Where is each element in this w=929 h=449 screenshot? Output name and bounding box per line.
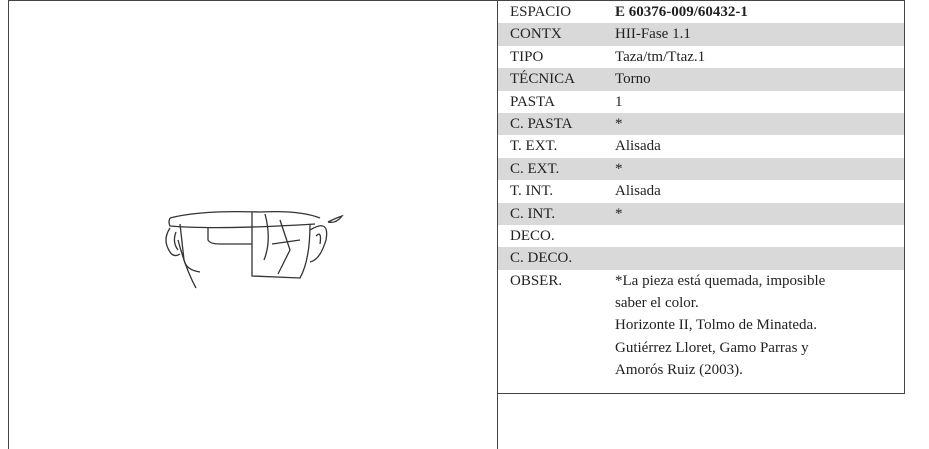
table-row: T. EXT. Alisada — [498, 135, 904, 157]
observation-line: Amorós Ruiz (2003). — [615, 362, 743, 379]
field-label: ESPACIO — [510, 4, 572, 20]
field-label: C. INT. — [510, 205, 556, 222]
table-row: DECO. — [498, 225, 904, 247]
divider — [497, 0, 498, 449]
field-value: Alisada — [615, 138, 661, 155]
observation-line: Horizonte II, Tolmo de Minateda. — [615, 317, 817, 334]
table-row: Amorós Ruiz (2003). — [498, 359, 904, 381]
table-row: TÉCNICA Torno — [498, 68, 904, 91]
table-row: Gutiérrez Lloret, Gamo Parras y — [498, 337, 904, 359]
field-value: * — [615, 115, 623, 132]
frame — [8, 0, 905, 449]
field-value: * — [615, 160, 623, 177]
field-label: T. INT. — [510, 183, 554, 200]
field-label: C. DECO. — [510, 250, 573, 267]
observation-line: *La pieza está quemada, imposible — [615, 272, 826, 289]
table-row: Horizonte II, Tolmo de Minateda. — [498, 314, 904, 336]
table-row: CONTX HII-Fase 1.1 — [498, 23, 904, 46]
table-row: C. EXT. * — [498, 157, 904, 181]
table-row: C. INT. * — [498, 202, 904, 225]
field-value: E 60376-009/60432-1 — [615, 4, 748, 20]
field-label: OBSER. — [510, 272, 563, 289]
field-label: T. EXT. — [510, 138, 558, 155]
field-label: C. EXT. — [510, 160, 560, 177]
field-label: PASTA — [510, 93, 555, 110]
field-value: Taza/tm/Ttaz.1 — [615, 48, 706, 65]
table-row: TIPO Taza/tm/Ttaz.1 — [498, 46, 904, 68]
field-value: Alisada — [615, 183, 661, 200]
field-label: DECO. — [510, 227, 555, 244]
field-value: HII-Fase 1.1 — [615, 26, 691, 43]
border — [497, 393, 905, 394]
data-table: ESPACIO E 60376-009/60432-1 CONTX HII-Fase … — [498, 1, 904, 382]
table-row: PASTA 1 — [498, 91, 904, 113]
observation-line: Gutiérrez Lloret, Gamo Parras y — [615, 339, 809, 356]
observation-line: saber el color. — [615, 295, 699, 312]
table-row: ESPACIO E 60376-009/60432-1 — [498, 1, 904, 23]
table-row: T. INT. Alisada — [498, 180, 904, 202]
table-row: C. PASTA * — [498, 112, 904, 136]
field-value: Torno — [615, 71, 651, 88]
table-row: saber el color. — [498, 292, 904, 314]
border — [904, 0, 905, 394]
field-value: * — [615, 205, 623, 222]
cup-drawing — [165, 210, 344, 289]
field-value: 1 — [615, 93, 623, 110]
field-label: TÉCNICA — [510, 71, 575, 88]
field-label: C. PASTA — [510, 115, 573, 132]
table-row: OBSER. *La pieza está quemada, imposible — [498, 270, 904, 292]
field-label: CONTX — [510, 26, 562, 43]
table-row: C. DECO. — [498, 247, 904, 270]
field-label: TIPO — [510, 48, 544, 65]
